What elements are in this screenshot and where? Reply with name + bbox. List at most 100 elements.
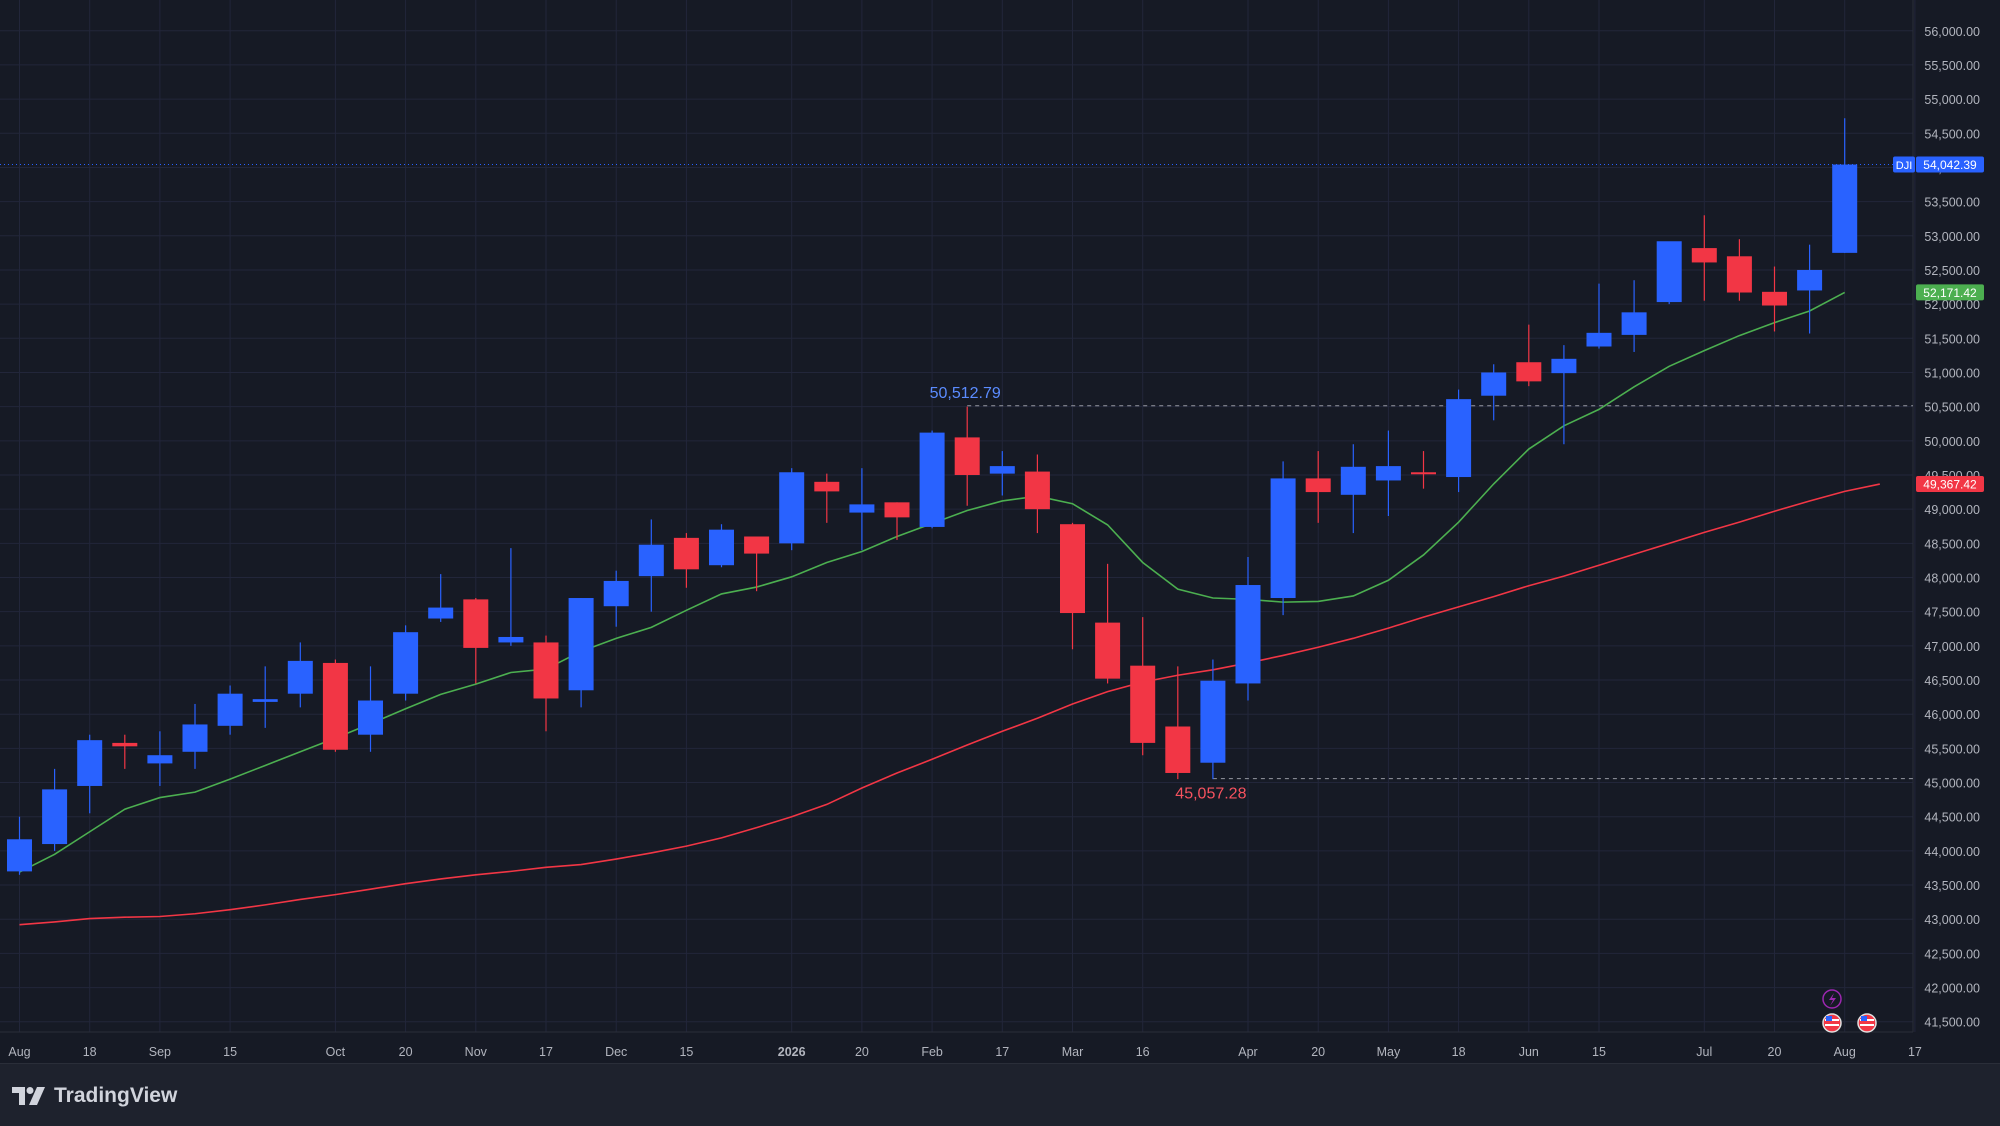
time-tick-label: Feb <box>921 1045 943 1059</box>
candle <box>1270 461 1296 616</box>
candle-body <box>498 636 524 643</box>
candle <box>1691 215 1717 301</box>
price-tick-label: 47,000.00 <box>1924 640 1980 654</box>
lightning-event-icon[interactable] <box>1822 989 1842 1009</box>
price-tick-label: 44,500.00 <box>1924 811 1980 825</box>
candle-body <box>112 742 138 747</box>
candle-body <box>42 789 68 845</box>
candle <box>1551 345 1577 445</box>
candle-body <box>884 502 910 518</box>
price-tick-label: 51,500.00 <box>1924 332 1980 346</box>
ma-short-badge-text: 52,171.42 <box>1923 286 1977 300</box>
price-tick-label: 52,500.00 <box>1924 264 1980 278</box>
candle-body <box>1095 622 1121 679</box>
candle <box>77 734 103 814</box>
candle <box>1481 364 1507 421</box>
time-axis[interactable]: Aug 18 Sep 15 Oct 20 Nov 17 Dec 15 2026 20 Feb 17 Mar 1… <box>8 1045 1922 1059</box>
candle <box>673 533 699 588</box>
candle-body <box>1340 466 1366 495</box>
candle <box>1130 617 1156 756</box>
candle <box>603 570 629 627</box>
candle <box>393 625 419 701</box>
time-tick-label: Dec <box>605 1045 627 1059</box>
candle <box>1095 563 1121 684</box>
candle <box>1340 444 1366 534</box>
candle-body <box>779 472 805 544</box>
low-marker-label: 45,057.28 <box>1175 786 1246 803</box>
us-flag-event-icon[interactable] <box>1822 1013 1842 1033</box>
price-tick-label: 48,000.00 <box>1924 572 1980 586</box>
candle <box>112 734 138 769</box>
candle-body <box>287 660 313 694</box>
candle <box>1797 244 1823 334</box>
last-price-badge-text: 54,042.39 <box>1923 158 1977 172</box>
candle-body <box>568 598 594 691</box>
candle-body <box>1165 726 1191 773</box>
tradingview-logo[interactable]: TradingView <box>12 1084 177 1108</box>
price-tick-label: 53,000.00 <box>1924 230 1980 244</box>
candle <box>322 659 348 752</box>
time-tick-label: 15 <box>679 1045 693 1059</box>
candle-body <box>814 481 840 492</box>
candle-body <box>1832 164 1858 253</box>
candle <box>1726 239 1752 301</box>
us-flag-event-icon[interactable] <box>1857 1013 1877 1033</box>
candle-body <box>919 432 945 527</box>
time-tick-label: Nov <box>465 1045 488 1059</box>
candle <box>989 451 1015 496</box>
candle <box>1411 451 1436 489</box>
price-tick-label: 43,000.00 <box>1924 913 1980 927</box>
candle-body <box>1411 472 1436 475</box>
price-tick-label: 42,500.00 <box>1924 947 1980 961</box>
candle <box>1586 283 1612 349</box>
ma-long-badge <box>1916 476 1984 493</box>
candle <box>779 468 805 551</box>
candle-body <box>1621 312 1647 335</box>
candle <box>358 666 383 752</box>
candle <box>217 685 243 735</box>
candle-body <box>77 740 103 786</box>
candle <box>1375 430 1401 516</box>
candle-body <box>1516 362 1542 382</box>
price-tick-label: 47,500.00 <box>1924 606 1980 620</box>
candle <box>147 731 173 786</box>
tradingview-logo-icon <box>12 1087 45 1105</box>
candle-body <box>744 536 770 554</box>
chart-background <box>0 0 2000 1063</box>
price-axis[interactable]: 41,500.00 42,000.00 42,500.00 43,000.00 43,5… <box>1924 25 1980 1030</box>
price-tick-label: 50,000.00 <box>1924 435 1980 449</box>
price-tick-label: 45,000.00 <box>1924 777 1980 791</box>
candle-body <box>147 755 173 764</box>
candle <box>1200 659 1226 780</box>
candle-body <box>1691 248 1717 263</box>
candle-body <box>1797 269 1823 291</box>
symbol-badge <box>1893 156 1915 173</box>
candle-body <box>1200 680 1226 763</box>
candle <box>568 598 594 708</box>
candle-body <box>1551 358 1577 374</box>
candlestick-chart: 50,512.79 45,057.28 41,500.00 42,000.00 42,… <box>0 0 2000 1063</box>
candle-body <box>1481 372 1507 396</box>
time-tick-label: 17 <box>995 1045 1009 1059</box>
time-tick-label: Aug <box>1834 1045 1856 1059</box>
candle-body <box>252 699 278 702</box>
candle <box>428 574 454 622</box>
candle <box>1621 280 1647 352</box>
price-tick-label: 53,500.00 <box>1924 196 1980 210</box>
ma-long-line <box>19 483 1880 926</box>
time-tick-label: Jul <box>1696 1045 1712 1059</box>
ma-short-badge <box>1916 284 1984 301</box>
price-tick-label: 51,000.00 <box>1924 366 1980 380</box>
candle-body <box>1762 291 1787 306</box>
last-price-badge <box>1916 156 1984 173</box>
candle-body <box>1446 399 1472 478</box>
candle <box>638 519 664 612</box>
event-icons[interactable] <box>1822 989 1877 1033</box>
high-low-markers: 50,512.79 45,057.28 <box>0 164 1913 803</box>
candle <box>1762 266 1787 332</box>
candle-body <box>1586 332 1612 347</box>
candle-body <box>533 642 559 699</box>
candle <box>1656 241 1682 305</box>
candle-body <box>7 839 32 872</box>
candle-body <box>428 607 454 619</box>
